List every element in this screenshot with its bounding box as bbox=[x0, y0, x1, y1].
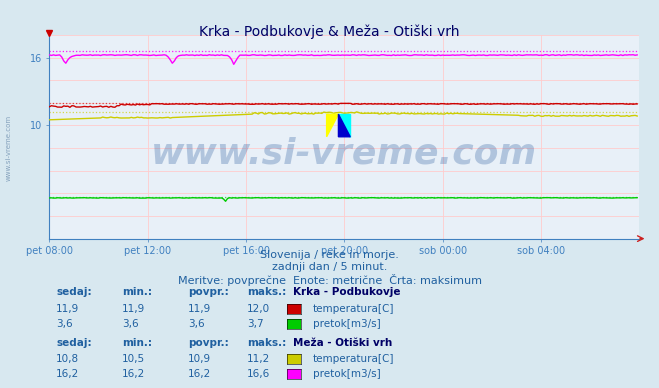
Text: Slovenija / reke in morje.: Slovenija / reke in morje. bbox=[260, 250, 399, 260]
Text: maks.:: maks.: bbox=[247, 338, 287, 348]
Text: 3,6: 3,6 bbox=[56, 319, 72, 329]
Text: min.:: min.: bbox=[122, 338, 152, 348]
Text: 11,9: 11,9 bbox=[188, 304, 211, 314]
Polygon shape bbox=[327, 114, 339, 137]
Text: Meža - Otiški vrh: Meža - Otiški vrh bbox=[293, 338, 393, 348]
Text: Krka - Podbukovje & Meža - Otiški vrh: Krka - Podbukovje & Meža - Otiški vrh bbox=[199, 24, 460, 38]
Text: maks.:: maks.: bbox=[247, 287, 287, 297]
Text: 16,2: 16,2 bbox=[188, 369, 211, 379]
Text: povpr.:: povpr.: bbox=[188, 287, 229, 297]
Text: 10,9: 10,9 bbox=[188, 354, 211, 364]
Text: Meritve: povprečne  Enote: metrične  Črta: maksimum: Meritve: povprečne Enote: metrične Črta:… bbox=[177, 274, 482, 286]
Text: povpr.:: povpr.: bbox=[188, 338, 229, 348]
Text: www.si-vreme.com: www.si-vreme.com bbox=[152, 136, 537, 170]
Text: 11,9: 11,9 bbox=[56, 304, 79, 314]
Text: 3,6: 3,6 bbox=[188, 319, 204, 329]
Polygon shape bbox=[339, 114, 350, 137]
Text: temperatura[C]: temperatura[C] bbox=[313, 354, 395, 364]
Text: 3,7: 3,7 bbox=[247, 319, 264, 329]
Text: sedaj:: sedaj: bbox=[56, 287, 92, 297]
Text: 12,0: 12,0 bbox=[247, 304, 270, 314]
Text: pretok[m3/s]: pretok[m3/s] bbox=[313, 319, 381, 329]
Text: min.:: min.: bbox=[122, 287, 152, 297]
Text: pretok[m3/s]: pretok[m3/s] bbox=[313, 369, 381, 379]
Text: Krka - Podbukovje: Krka - Podbukovje bbox=[293, 287, 401, 297]
Text: 11,2: 11,2 bbox=[247, 354, 270, 364]
Text: sedaj:: sedaj: bbox=[56, 338, 92, 348]
Text: 11,9: 11,9 bbox=[122, 304, 145, 314]
Text: 16,2: 16,2 bbox=[122, 369, 145, 379]
Text: zadnji dan / 5 minut.: zadnji dan / 5 minut. bbox=[272, 262, 387, 272]
Text: www.si-vreme.com: www.si-vreme.com bbox=[5, 114, 11, 180]
Text: 16,6: 16,6 bbox=[247, 369, 270, 379]
Text: 10,5: 10,5 bbox=[122, 354, 145, 364]
Polygon shape bbox=[339, 114, 350, 137]
Text: 3,6: 3,6 bbox=[122, 319, 138, 329]
Text: 16,2: 16,2 bbox=[56, 369, 79, 379]
Text: temperatura[C]: temperatura[C] bbox=[313, 304, 395, 314]
Text: 10,8: 10,8 bbox=[56, 354, 79, 364]
